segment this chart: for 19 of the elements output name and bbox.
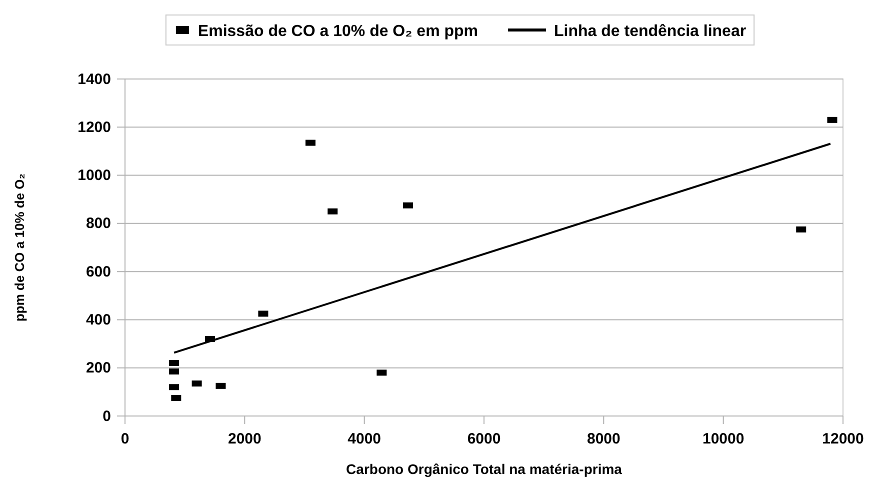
x-tick-label: 2000 [228,430,262,448]
x-tick-label: 6000 [467,430,501,448]
y-tick-label: 1000 [78,167,111,184]
y-axis-title: ppm de CO a 10% de O₂ [12,173,27,322]
y-tick-label: 600 [86,263,111,280]
legend-label: Emissão de CO a 10% de O₂ em ppm [198,23,478,40]
y-tick-label: 1200 [78,118,111,136]
y-tick-label: 0 [102,408,111,425]
x-tick-label: 8000 [586,430,620,448]
x-tick-label: 0 [120,430,130,448]
legend-label: Linha de tendência linear [554,23,746,40]
y-tick-label: 400 [86,312,111,329]
x-tick-label: 10000 [702,430,744,448]
y-tick-label: 800 [86,215,111,232]
y-tick-label: 200 [86,360,111,377]
x-tick-label: 4000 [348,430,382,448]
x-axis-title: Carbono Orgânico Total na matéria-prima [346,461,622,477]
x-tick-label: 12000 [822,430,864,448]
y-tick-label: 1400 [78,70,111,88]
